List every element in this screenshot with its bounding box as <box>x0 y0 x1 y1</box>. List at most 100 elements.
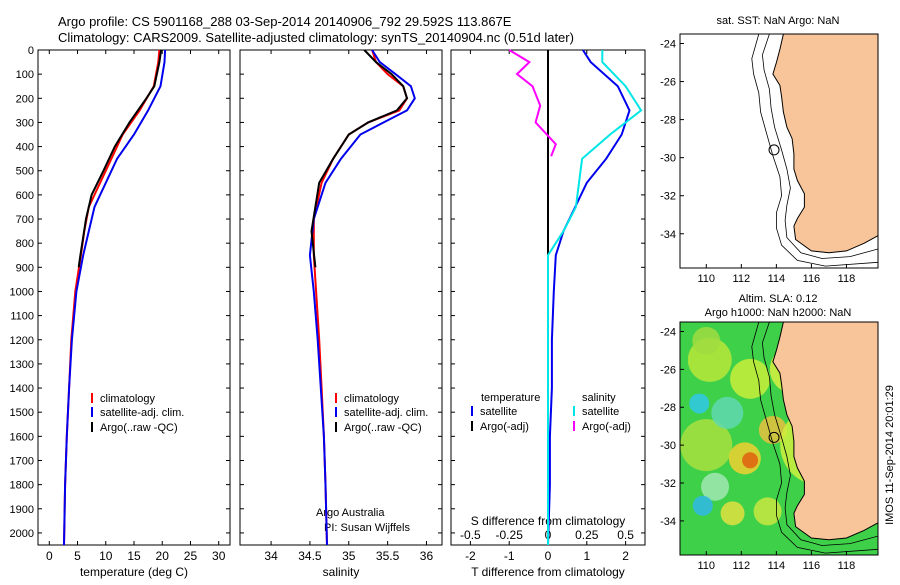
map-y-tick-label: -32 <box>660 478 676 490</box>
map-frame <box>679 321 879 556</box>
series-line <box>547 50 643 545</box>
y-tick-label: 600 <box>16 190 34 202</box>
bathymetry-contour <box>761 34 878 259</box>
x-tick-label: -2 <box>465 549 476 563</box>
salinity-profile-chart: salinity climatology satellite-adj. clim… <box>239 49 443 579</box>
y-tick-label: 700 <box>16 214 34 226</box>
legend-argo: Argo(..raw -QC) <box>344 422 422 434</box>
salinity-xlabel: salinity <box>323 565 360 579</box>
series-line <box>310 49 409 268</box>
y-tick-label: 200 <box>16 93 34 105</box>
argo-float-marker <box>768 144 780 156</box>
legend-climatology: climatology <box>100 393 156 405</box>
map-x-tick-label: 112 <box>733 273 751 285</box>
sla-blob <box>758 415 787 444</box>
x-tick-label: 34 <box>264 549 278 563</box>
map-y-tick-label: -28 <box>660 115 676 127</box>
x-tick-label: 0 <box>545 549 552 563</box>
legend-temperature-title: temperature <box>481 392 540 404</box>
y-tick-label: 1500 <box>10 407 34 419</box>
legend-temp-satellite: satellite <box>480 406 517 418</box>
difference-legend: temperature salinity satellite Argo(-adj… <box>471 392 631 433</box>
australia-land <box>772 34 878 254</box>
plot-frame <box>239 49 443 546</box>
series-line <box>308 49 416 546</box>
legend-climatology: climatology <box>344 393 400 405</box>
legend-satellite: satellite-adj. clim. <box>100 407 184 419</box>
y-tick-label: 2000 <box>10 528 34 540</box>
map-x-tick-label: 118 <box>838 273 856 285</box>
y-tick-label: 1700 <box>10 455 34 467</box>
top-tick-label: 0.5 <box>617 528 634 542</box>
map-x-tick-label: 110 <box>698 560 716 572</box>
map-y-tick-label: -26 <box>660 77 676 89</box>
y-tick-label: 1000 <box>10 286 34 298</box>
sla-map-title2: Argo h1000: NaN h2000: NaN <box>705 307 852 319</box>
difference-profile-chart: T difference from climatology S differen… <box>450 49 646 579</box>
legend-argo: Argo(..raw -QC) <box>100 422 178 434</box>
y-tick-label: 1800 <box>10 480 34 492</box>
x-tick-label: 2 <box>622 549 629 563</box>
y-tick-label: 0 <box>28 45 34 57</box>
x-tick-label: 15 <box>127 549 141 563</box>
imos-timestamp: IMOS 11-Sep-2014 20:01:29 <box>884 385 896 525</box>
sla-blob <box>692 495 713 516</box>
top-tick-label: 0.25 <box>575 528 599 542</box>
australia-land <box>772 322 878 541</box>
map-y-tick-label: -32 <box>660 191 676 203</box>
map-y-tick-label: -24 <box>660 326 676 338</box>
x-tick-label: 10 <box>99 549 113 563</box>
x-tick-label: -1 <box>504 549 515 563</box>
x-tick-label: 34.5 <box>298 549 322 563</box>
bathymetry-contour <box>761 322 878 546</box>
legend-sal-satellite: satellite <box>582 406 619 418</box>
sla-map: Altim. SLA: 0.12 Argo h1000: NaN h2000: … <box>660 293 879 572</box>
y-tick-label: 800 <box>16 238 34 250</box>
temperature-xlabel: temperature (deg C) <box>80 565 188 579</box>
y-tick-label: 900 <box>16 262 34 274</box>
top-tick-label: -0.5 <box>460 528 481 542</box>
sla-blob <box>692 326 721 355</box>
bathymetry-contour <box>751 322 878 554</box>
legend-salinity-title: salinity <box>582 392 616 404</box>
legend-satellite: satellite-adj. clim. <box>344 407 428 419</box>
y-tick-label: 500 <box>16 166 34 178</box>
plot-frame <box>37 49 231 546</box>
map-frame <box>679 33 879 269</box>
top-tick-label: -0.25 <box>496 528 524 542</box>
sst-map-title: sat. SST: NaN Argo: NaN <box>717 15 840 27</box>
map-area <box>751 34 878 267</box>
y-tick-label: 1100 <box>10 311 34 323</box>
sla-blob <box>742 452 759 469</box>
difference-xlabel: T difference from climatology <box>471 565 625 579</box>
x-tick-label: 0 <box>46 549 53 563</box>
salinity-legend: climatology satellite-adj. clim. Argo(..… <box>335 393 428 434</box>
y-tick-label: 100 <box>16 69 34 81</box>
y-tick-label: 300 <box>16 117 34 129</box>
sla-map-title1: Altim. SLA: 0.12 <box>739 293 818 305</box>
x-tick-label: 1 <box>583 549 590 563</box>
sla-blob <box>720 501 745 526</box>
map-y-tick-label: -30 <box>660 440 676 452</box>
y-tick-label: 1900 <box>10 504 34 516</box>
x-tick-label: 36 <box>420 549 434 563</box>
map-y-tick-label: -34 <box>660 516 676 528</box>
map-y-tick-label: -28 <box>660 402 676 414</box>
map-x-tick-label: 114 <box>768 560 786 572</box>
x-tick-label: 25 <box>184 549 198 563</box>
map-x-tick-label: 110 <box>698 273 716 285</box>
sla-blob <box>701 472 730 501</box>
y-tick-label: 1200 <box>10 335 34 347</box>
map-x-tick-label: 116 <box>803 560 821 572</box>
credit-line1: Argo Australia <box>316 507 385 519</box>
sla-blob <box>680 419 733 472</box>
map-y-tick-label: -26 <box>660 364 676 376</box>
argo-float-marker <box>768 431 780 443</box>
x-tick-label: 20 <box>156 549 170 563</box>
map-y-tick-label: -24 <box>660 39 676 51</box>
header-line2: Climatology: CARS2009. Satellite-adjuste… <box>58 30 574 45</box>
series-line <box>63 49 167 546</box>
sla-blob <box>730 358 771 399</box>
legend-sal-argo: Argo(-adj) <box>582 421 631 433</box>
